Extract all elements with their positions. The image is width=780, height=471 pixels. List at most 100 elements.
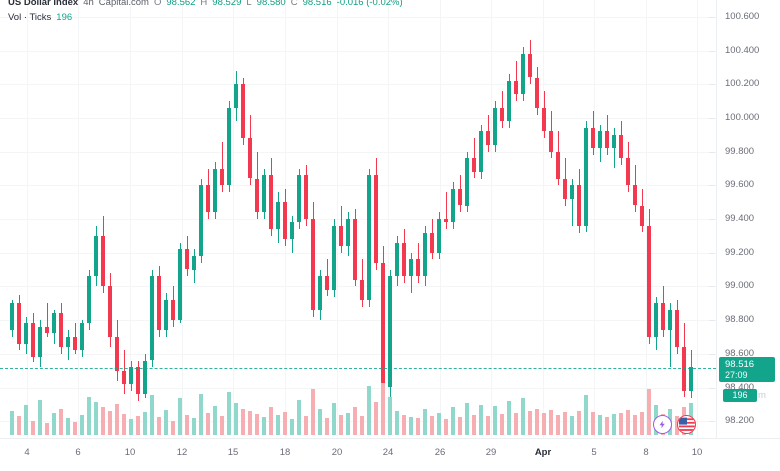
candle-body: [59, 313, 63, 347]
gridline-horizontal: [0, 353, 716, 355]
volume-bar: [59, 409, 63, 435]
gridline-vertical: [491, 0, 492, 438]
volume-bar: [514, 413, 518, 435]
candle-body: [213, 168, 217, 213]
candle-body: [500, 107, 504, 122]
volume-bar: [444, 419, 448, 435]
volume-bar: [388, 397, 392, 435]
candle-body: [17, 303, 21, 344]
volume-bar: [31, 421, 35, 435]
candle-body: [584, 128, 588, 226]
volume-bar: [248, 411, 252, 435]
volume-bar: [640, 412, 644, 435]
candle-body: [661, 303, 665, 331]
candle-body: [206, 185, 210, 213]
volume-bar: [346, 413, 350, 435]
volume-bar: [17, 416, 21, 435]
volume-bar: [465, 403, 469, 435]
volume-bar: [150, 395, 154, 435]
volume-bar: [66, 418, 70, 435]
time-axis-tick: 18: [279, 447, 291, 458]
volume-bar: [486, 416, 490, 435]
candle-body: [682, 347, 686, 391]
volume-bar: [115, 404, 119, 435]
price-axis-tick-mark: [709, 252, 715, 254]
gridline-horizontal: [0, 185, 716, 187]
volume-bar: [269, 407, 273, 435]
candle-body: [94, 235, 98, 277]
price-axis-tick: 99.800: [725, 145, 755, 157]
volume-bar: [94, 402, 98, 435]
candle-body: [556, 151, 560, 179]
gridline-horizontal: [0, 151, 716, 153]
candle-body: [458, 188, 462, 206]
volume-bar: [45, 423, 49, 435]
time-axis-tick: 5: [591, 447, 597, 458]
candle-body: [136, 367, 140, 395]
candle-body: [52, 313, 56, 334]
volume-bar: [500, 414, 504, 435]
candle-body: [143, 360, 147, 395]
price-axis[interactable]: 98.516 27:09 m 196 100.600 100.400 100.200…: [709, 0, 780, 438]
candle-wick: [473, 138, 475, 179]
gridline-vertical: [543, 0, 544, 438]
volume-bar: [605, 417, 609, 435]
price-axis-tick: 99.000: [725, 280, 755, 292]
candle-body: [612, 134, 616, 149]
volume-bar: [199, 394, 203, 435]
us-flag-icon[interactable]: [677, 415, 696, 434]
chart-plot-area[interactable]: [0, 0, 716, 438]
volume-bar: [395, 411, 399, 435]
candle-body: [675, 310, 679, 348]
volume-bar: [584, 395, 588, 435]
price-axis-tick: 100.000: [725, 111, 760, 123]
gridline-horizontal: [0, 387, 716, 389]
volume-axis-ghost-label: m: [758, 389, 766, 401]
volume-bar: [479, 405, 483, 435]
time-axis-tick: 4: [24, 447, 30, 458]
candle-body: [241, 84, 245, 139]
candle-wick: [445, 192, 447, 230]
volume-bar: [101, 407, 105, 435]
volume-bar: [276, 415, 280, 435]
price-axis-tick: 98.400: [725, 381, 755, 393]
price-axis-tick-mark: [709, 286, 715, 288]
candle-body: [269, 175, 273, 230]
candle-body: [10, 303, 14, 331]
candle-body: [185, 249, 189, 270]
candle-body: [395, 242, 399, 277]
time-axis-tick: 8: [643, 447, 649, 458]
candle-body: [171, 299, 175, 321]
time-axis[interactable]: 4 6 10 12 15 18 20 24 26 29 Apr 5 8 10: [0, 438, 780, 471]
candle-body: [668, 310, 672, 331]
candle-body: [472, 158, 476, 172]
candle-body: [605, 131, 609, 149]
candle-body: [255, 178, 259, 213]
volume-bar: [563, 412, 567, 435]
candle-body: [87, 276, 91, 324]
candle-body: [80, 323, 84, 351]
lightning-bolt-icon[interactable]: [653, 415, 672, 434]
candle-body: [654, 303, 658, 337]
volume-bar: [339, 415, 343, 435]
time-axis-tick: Apr: [534, 447, 552, 458]
gridline-horizontal: [0, 84, 716, 86]
time-axis-tick: 29: [485, 447, 497, 458]
candle-body: [283, 202, 287, 240]
candle-body: [24, 323, 28, 344]
volume-bar: [381, 383, 385, 435]
volume-bar: [227, 392, 231, 435]
candle-body: [157, 276, 161, 331]
price-axis-tick: 99.200: [725, 246, 755, 258]
volume-bar: [647, 389, 651, 435]
candle-body: [66, 336, 70, 347]
candle-countdown: 27:09: [725, 369, 748, 380]
volume-bar: [290, 419, 294, 435]
volume-bar: [283, 412, 287, 435]
price-axis-tick: 98.600: [725, 347, 755, 359]
time-axis-tick: 24: [382, 447, 394, 458]
candle-body: [164, 299, 168, 331]
gridline-horizontal: [0, 50, 716, 52]
gridline-horizontal: [0, 320, 716, 322]
